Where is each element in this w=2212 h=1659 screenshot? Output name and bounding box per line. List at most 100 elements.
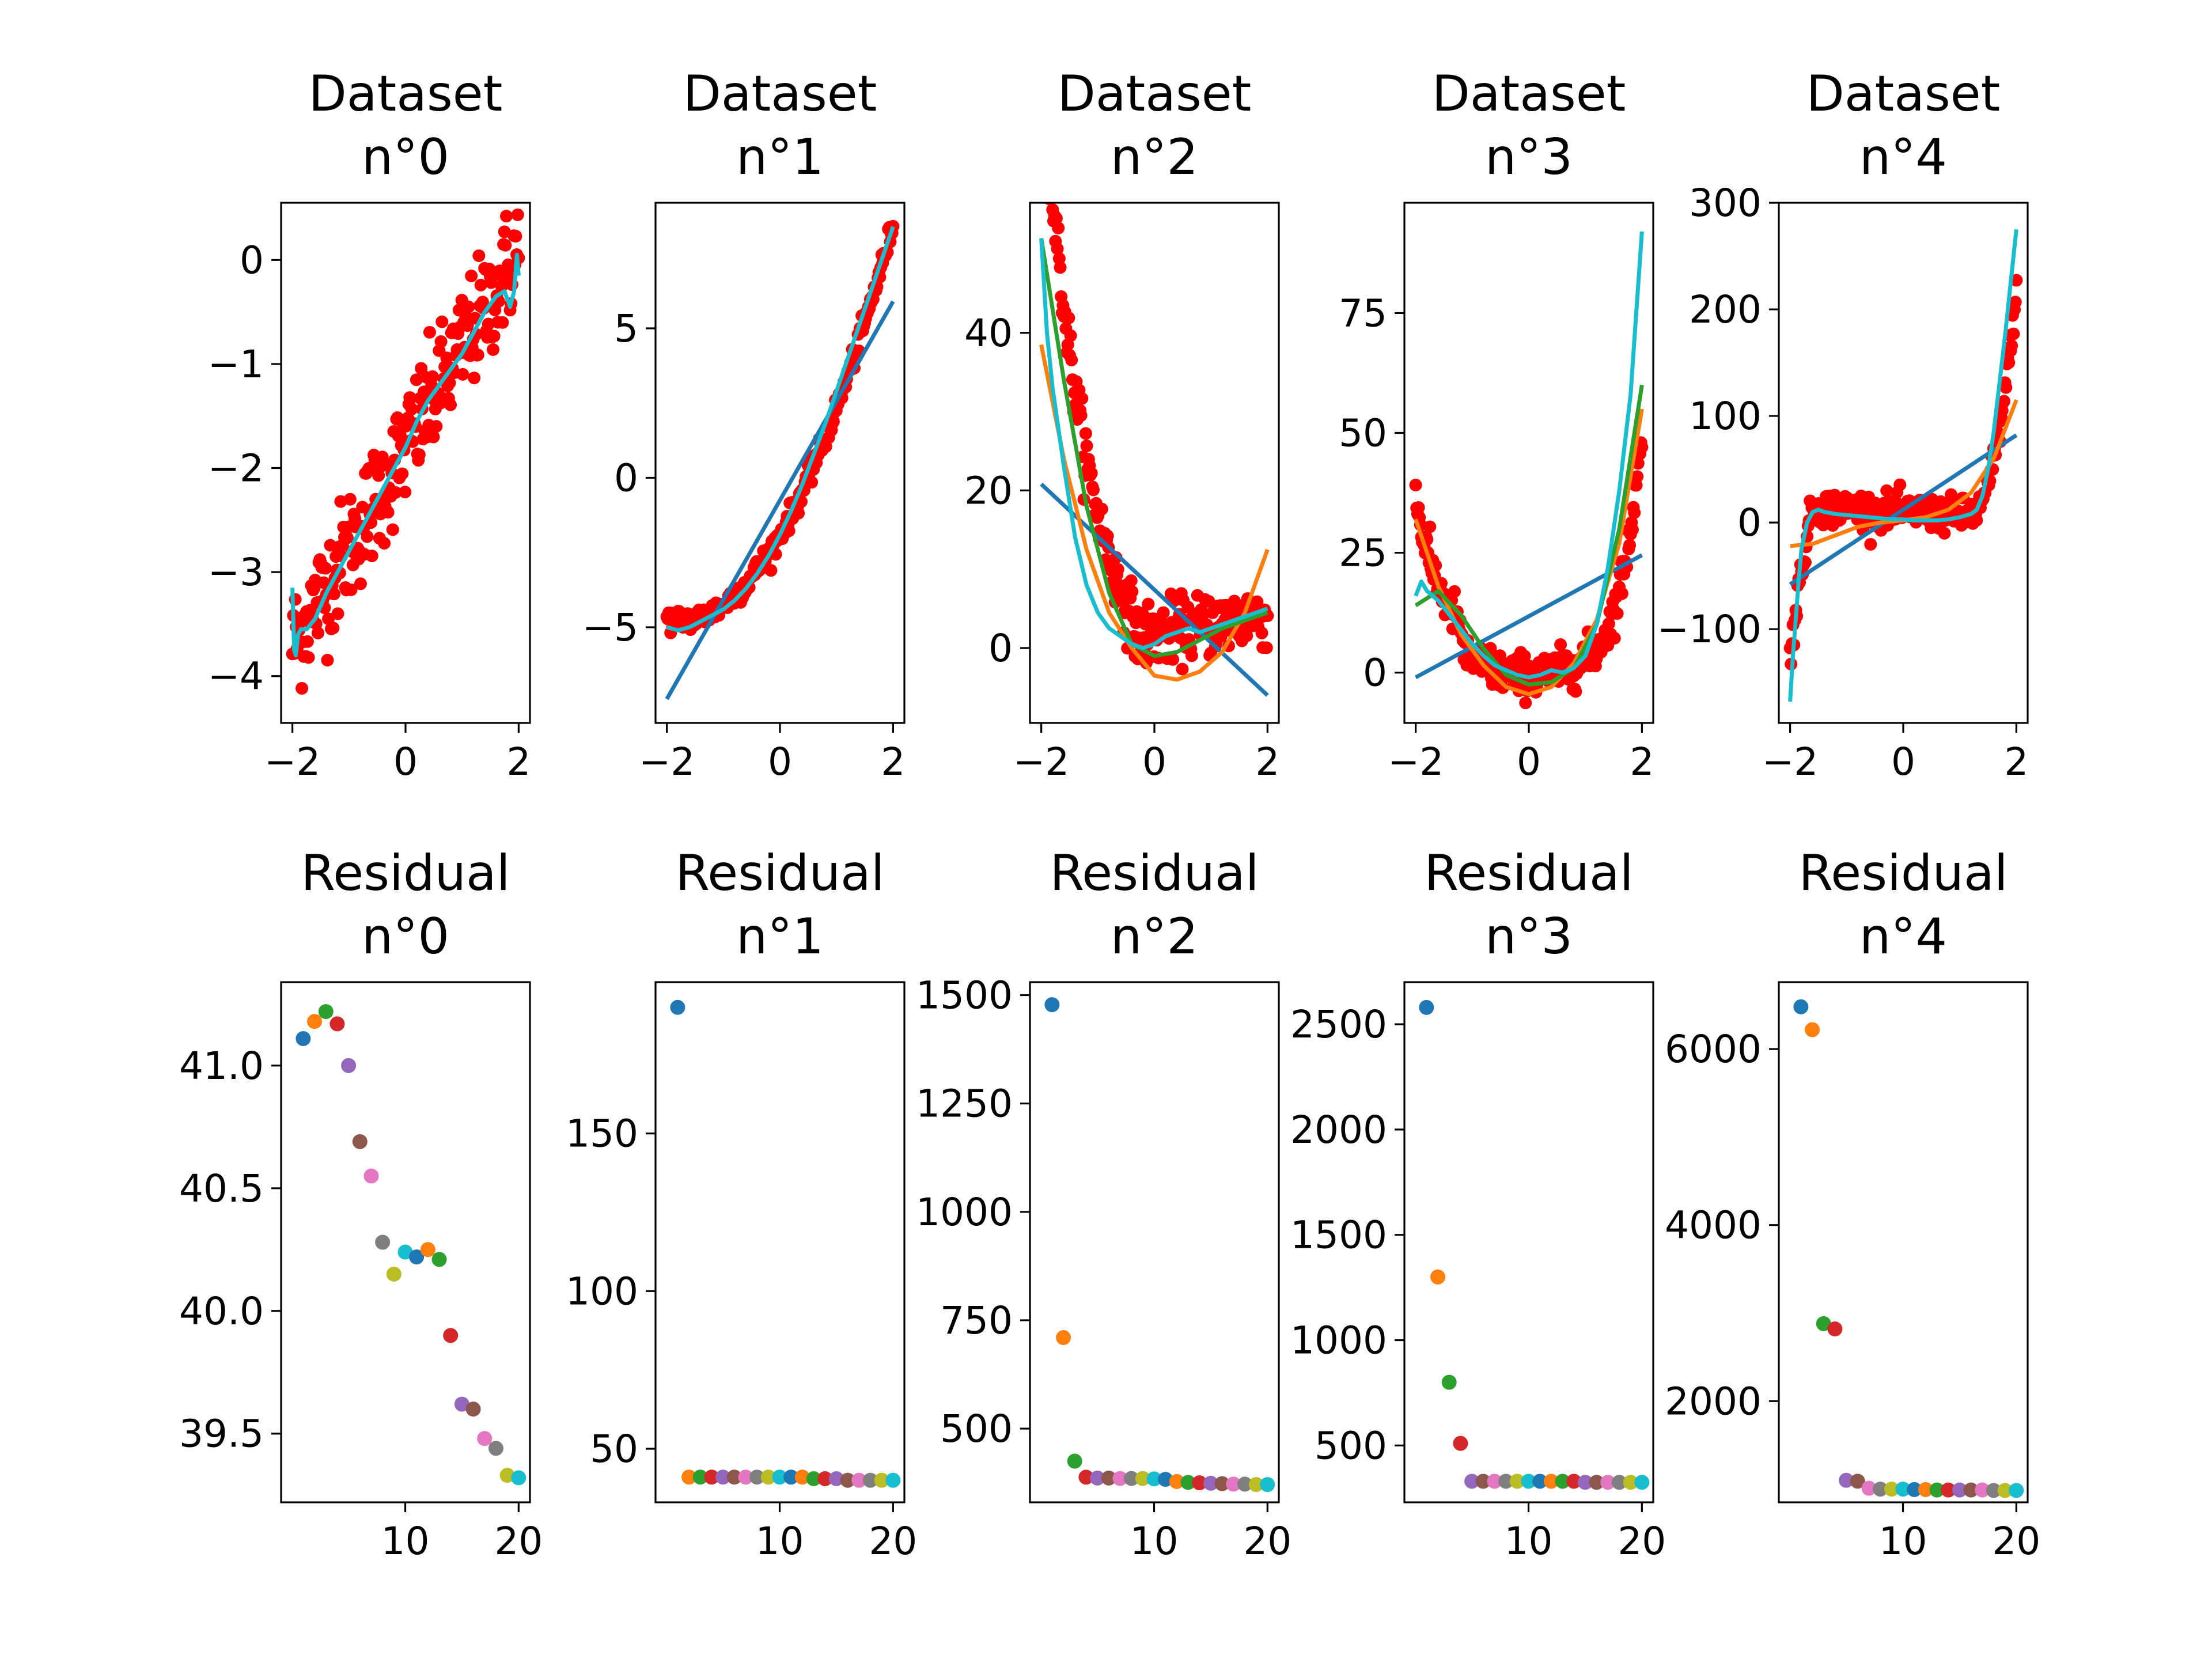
residual-point (1203, 1475, 1218, 1491)
x-tick-label: 0 (1517, 740, 1541, 784)
x-tick-label: 10 (756, 1519, 804, 1563)
data-point (1240, 629, 1253, 642)
data-point (1054, 261, 1067, 274)
residual-point (1963, 1482, 1979, 1498)
y-tick-label: 750 (940, 1298, 1013, 1343)
residual-point (1850, 1474, 1865, 1489)
data-point (509, 230, 522, 243)
data-point (1065, 354, 1078, 367)
x-tick-label: 2 (1630, 740, 1654, 784)
data-point (1999, 381, 2013, 394)
data-point (1255, 626, 1268, 639)
residual-point (1248, 1477, 1264, 1493)
residual-point (1237, 1476, 1252, 1492)
residual-point (1419, 999, 1434, 1015)
fit-line-degree-1 (665, 300, 895, 700)
residual-point (488, 1441, 503, 1456)
panel-residual-0: 10 20 39.5 40.0 40.5 41.0 Residual n°0 (179, 844, 543, 1563)
residual-point (1895, 1482, 1911, 1497)
data-point (465, 270, 478, 283)
residual-point (670, 999, 685, 1015)
residual-point (1180, 1475, 1196, 1490)
residual-point (1044, 997, 1060, 1013)
data-point (1087, 483, 1100, 497)
y-tick-label: 40.0 (179, 1289, 264, 1334)
panel-title: Residual (301, 844, 510, 902)
y-tick-label: 5 (614, 306, 638, 351)
residual-point (1135, 1471, 1150, 1486)
residual-point (738, 1469, 753, 1485)
data-point (340, 531, 354, 544)
data-point (1409, 479, 1422, 492)
data-point (1095, 502, 1108, 516)
residual-point (1532, 1474, 1548, 1489)
data-point (435, 315, 449, 328)
x-tick-label: 20 (869, 1519, 917, 1563)
data-point (344, 583, 358, 596)
panel-residual-2: 10 20 500 750 1000 1250 1500 Residual n°2 (916, 844, 1291, 1563)
data-point (456, 368, 469, 381)
data-point (1448, 585, 1461, 598)
x-tick-label: 0 (1891, 740, 1915, 784)
residual-point (1090, 1470, 1105, 1486)
data-point (1052, 221, 1065, 234)
data-point (331, 607, 344, 620)
residual-point (1997, 1483, 2013, 1498)
data-point (1074, 409, 1088, 422)
residual-point (1941, 1482, 1956, 1498)
data-point (1998, 395, 2011, 408)
data-point (496, 316, 509, 329)
y-tick-label: 100 (566, 1269, 638, 1313)
data-point (1176, 662, 1189, 676)
axes-frame (654, 981, 906, 1503)
data-point (1864, 537, 1877, 551)
y-tick-label: 1000 (916, 1190, 1013, 1234)
data-point (1129, 616, 1142, 630)
residual-point (1169, 1474, 1184, 1489)
y-tick-label: −2 (208, 446, 264, 491)
x-tick-label: 2 (2004, 740, 2028, 784)
plot-area (1783, 229, 2023, 702)
data-point (423, 325, 436, 339)
x-tick-label: 0 (393, 740, 418, 784)
y-tick-label: 39.5 (179, 1412, 264, 1456)
y-tick-label: 0 (240, 238, 264, 282)
residual-point (1498, 1474, 1514, 1489)
fit-line-degree-1 (1040, 482, 1269, 697)
data-point (2005, 339, 2018, 353)
data-point (1036, 77, 1048, 89)
data-point (343, 493, 357, 506)
residual-point (1056, 1330, 1071, 1346)
data-point (1893, 478, 1907, 491)
data-point (1043, 154, 1056, 166)
residual-point (1158, 1472, 1173, 1487)
y-tick-label: 500 (940, 1407, 1013, 1451)
y-tick-label: 150 (566, 1112, 638, 1156)
y-tick-label: 2000 (1665, 1379, 1762, 1423)
x-tick-label: 20 (1992, 1519, 2040, 1563)
data-point (484, 276, 498, 289)
residual-point (329, 1016, 345, 1032)
residual-point (1101, 1470, 1116, 1486)
y-tick-label: 4000 (1665, 1203, 1762, 1248)
x-tick-label: 10 (381, 1519, 430, 1563)
data-point (1626, 523, 1639, 536)
y-tick-label: 40 (964, 311, 1013, 355)
residual-point (726, 1469, 742, 1485)
data-point (1040, 131, 1052, 144)
plot-area (1793, 999, 2024, 1498)
data-point (1623, 539, 1637, 552)
residual-point (692, 1469, 708, 1485)
fit-line-degree-3 (1039, 238, 1268, 658)
y-tick-label: 50 (1339, 411, 1387, 455)
data-point (302, 651, 315, 664)
data-point (372, 469, 385, 482)
residual-point (386, 1266, 402, 1282)
plot-area (1409, 231, 1649, 710)
data-point (1412, 501, 1425, 514)
residual-point (1566, 1474, 1582, 1489)
data-point (1880, 484, 1893, 497)
